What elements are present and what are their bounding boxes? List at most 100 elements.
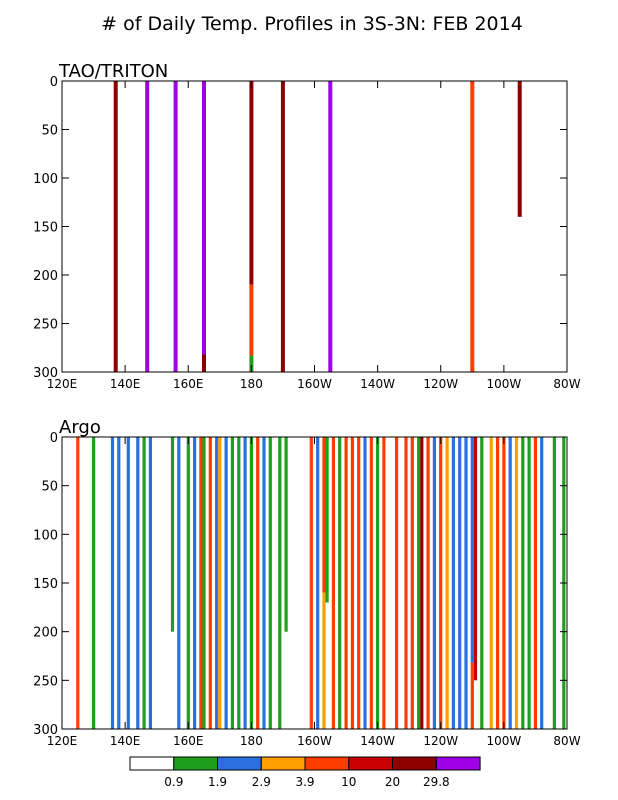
colorbar: 0.9 1.9 2.9 3.9 10 20 29.8 <box>129 756 481 789</box>
y-tick-label: 0 <box>50 431 58 446</box>
profile-bar <box>322 592 326 729</box>
x-tick-label: 160E <box>173 377 204 391</box>
profile-bar <box>249 284 254 356</box>
tao-triton-panel: 120E 140E 160E 180 160W 140W 120W 100W 80W 0 50 100… <box>33 61 581 391</box>
profile-bar <box>517 81 522 217</box>
x-tick-label: 180 <box>240 734 263 748</box>
y-tick-label: 150 <box>33 577 58 592</box>
profile-bar <box>76 437 80 729</box>
colorbar-swatch <box>435 756 481 771</box>
x-tick-label: 120E <box>47 377 78 391</box>
profile-bar <box>496 437 500 729</box>
profile-bar <box>404 437 408 729</box>
profile-bar <box>410 437 414 729</box>
y-tick-label: 0 <box>50 75 58 90</box>
profile-bar <box>110 437 115 729</box>
x-tick-label: 80W <box>553 734 580 748</box>
profile-bar <box>117 437 121 729</box>
profile-bar <box>202 437 206 729</box>
y-tick-label: 100 <box>33 172 58 187</box>
profile-bar <box>480 437 484 729</box>
profile-bar <box>357 437 361 729</box>
colorbar-label: 29.8 <box>423 775 450 789</box>
profile-bar <box>382 437 386 729</box>
profile-bar <box>369 437 373 729</box>
profile-bar <box>521 437 525 729</box>
colorbar-label: 1.9 <box>208 775 227 789</box>
y-tick-label: 250 <box>33 674 58 689</box>
profile-bar <box>464 437 468 729</box>
colorbar-swatch <box>173 756 219 771</box>
profile-bar <box>262 437 266 729</box>
x-tick-label: 100W <box>486 734 521 748</box>
argo-panel: 120E 140E 160E 180 160W 140W 120W 100W 80W 0 50 100… <box>33 417 581 748</box>
profile-bar <box>237 437 241 729</box>
y-tick-label: 200 <box>33 269 58 284</box>
profile-bar <box>202 354 206 372</box>
profile-bar <box>202 81 206 355</box>
x-tick-label: 160W <box>297 377 332 391</box>
panel-title: TAO/TRITON <box>58 61 168 82</box>
profile-bar <box>186 437 190 729</box>
profile-bar <box>514 437 519 729</box>
profile-bar <box>136 437 140 729</box>
profile-bar <box>230 437 234 729</box>
plot-frame <box>61 80 568 373</box>
profile-bar <box>432 437 436 729</box>
profile-bar <box>249 355 254 372</box>
profile-bar <box>451 437 455 729</box>
profile-bar <box>126 437 130 729</box>
y-tick-label: 300 <box>33 366 58 381</box>
colorbar-swatch <box>217 756 262 771</box>
profile-bar <box>552 437 556 729</box>
profile-bar <box>470 81 475 372</box>
colorbar-label: 10 <box>341 775 356 789</box>
x-tick-label: 100W <box>486 377 521 391</box>
x-tick-label: 120W <box>423 734 458 748</box>
profile-bar <box>533 437 537 729</box>
profile-bar <box>489 437 493 729</box>
profile-bar <box>224 437 228 729</box>
profile-bar <box>268 437 272 729</box>
colorbar-swatch <box>348 756 394 771</box>
colorbar-label: 2.9 <box>252 775 271 789</box>
profile-bar <box>470 662 474 729</box>
x-tick-label: 120E <box>47 734 78 748</box>
profile-bar <box>92 437 96 729</box>
profile-bar <box>284 437 288 632</box>
colorbar-swatch <box>129 756 175 771</box>
profile-bar <box>426 437 430 729</box>
x-tick-label: 140E <box>110 377 141 391</box>
colorbar-label: 3.9 <box>295 775 314 789</box>
profile-bar <box>170 437 175 632</box>
profile-bar <box>173 81 178 372</box>
colorbar-swatch <box>392 756 437 771</box>
profile-bar <box>502 437 506 729</box>
x-tick-label: 140W <box>360 734 395 748</box>
y-tick-label: 100 <box>33 528 58 543</box>
profile-bar <box>322 437 326 593</box>
profile-bar <box>243 437 247 729</box>
panel-title: Argo <box>59 417 101 438</box>
profile-bar <box>458 437 462 729</box>
profile-bar <box>350 437 354 729</box>
y-tick-label: 250 <box>33 318 58 333</box>
profile-bar <box>249 81 254 285</box>
profile-bar <box>439 437 443 729</box>
x-tick-label: 140W <box>360 377 395 391</box>
x-tick-label: 160W <box>297 734 332 748</box>
y-tick-label: 150 <box>33 221 58 236</box>
colorbar-label: 20 <box>385 775 400 789</box>
profile-bar <box>344 437 348 729</box>
profile-bar <box>148 437 152 729</box>
profile-bar <box>215 437 219 729</box>
x-tick-label: 120W <box>423 377 458 391</box>
colorbar-label: 0.9 <box>164 775 183 789</box>
y-tick-label: 200 <box>33 626 58 641</box>
profile-bar <box>309 437 313 729</box>
profile-bar <box>325 437 329 603</box>
profile-bar <box>142 437 146 729</box>
y-tick-label: 300 <box>33 723 58 738</box>
profile-bar <box>540 437 544 729</box>
